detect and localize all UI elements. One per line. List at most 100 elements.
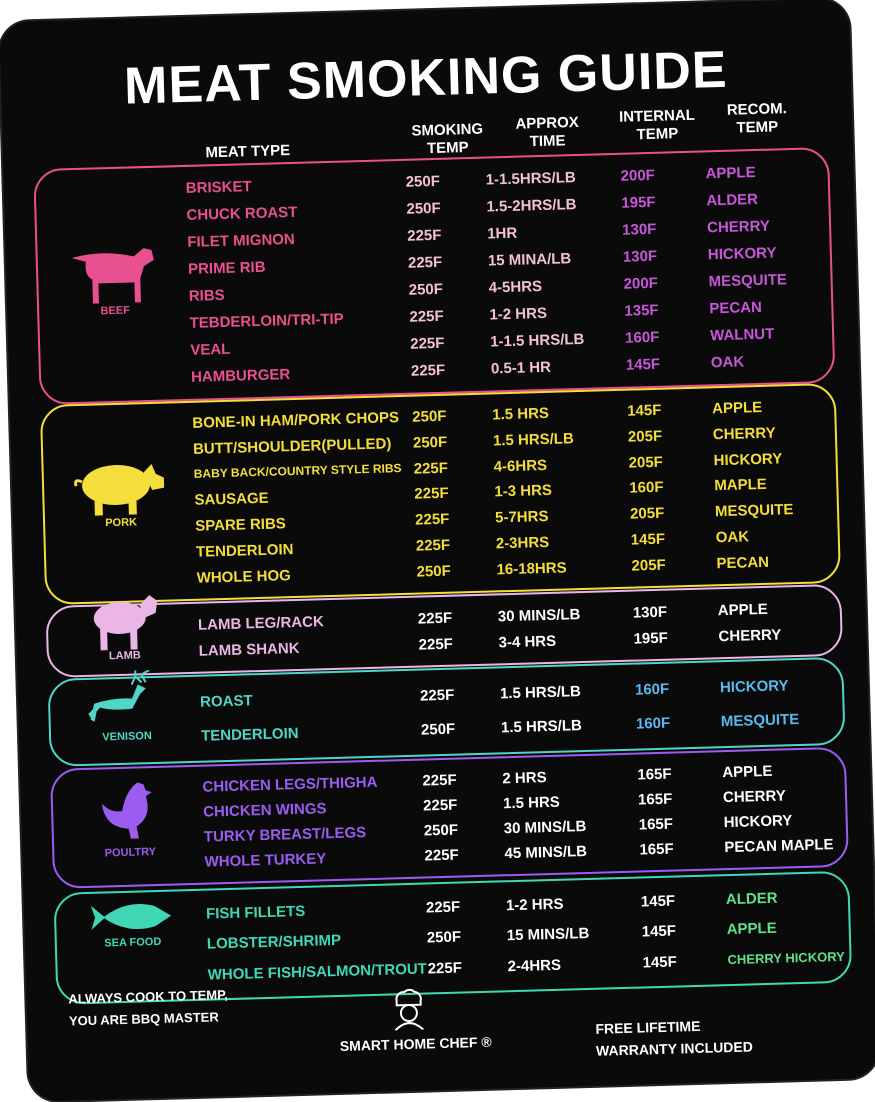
cell-smoking-temp: 250F bbox=[412, 408, 447, 427]
cell-internal-temp: 200F bbox=[620, 166, 656, 185]
cell-wood: CHERRY bbox=[706, 217, 771, 237]
pig-icon bbox=[69, 451, 171, 518]
section-label: VENISON bbox=[102, 730, 153, 744]
cell-internal-temp: 195F bbox=[633, 629, 668, 648]
animal-badge: PORK bbox=[69, 451, 171, 530]
cell-approx-time: 15 MINA/LB bbox=[487, 250, 572, 270]
animal-badge: VENISON bbox=[75, 669, 177, 744]
cell-approx-time: 15 MINS/LB bbox=[506, 925, 590, 945]
cell-internal-temp: 160F bbox=[634, 680, 670, 699]
cell-smoking-temp: 250F bbox=[426, 929, 462, 947]
table-row: TENDERLOIN 250F 1.5 HRS/LB 160F MESQUITE bbox=[201, 709, 843, 745]
table-row: LOBSTER/SHRIMP 250F 15 MINS/LB 145F APPLE bbox=[207, 918, 849, 953]
cell-internal-temp: 145F bbox=[641, 923, 677, 941]
cow-icon bbox=[63, 234, 165, 307]
cell-wood: HICKORY bbox=[723, 812, 793, 832]
animal-badge: SEA FOOD bbox=[82, 895, 183, 950]
cell-wood: APPLE bbox=[705, 164, 756, 183]
cell-smoking-temp: 225F bbox=[422, 771, 457, 790]
cell-wood: APPLE bbox=[717, 600, 769, 619]
cell-meat-type: PRIME RIB bbox=[187, 258, 266, 278]
cell-meat-type: WHOLE HOG bbox=[196, 566, 292, 587]
cell-meat-type: CHICKEN WINGS bbox=[202, 800, 327, 821]
cell-internal-temp: 145F bbox=[626, 402, 662, 421]
rows: BONE-IN HAM/PORK CHOPS 250F 1.5 HRS 145F APP… bbox=[192, 385, 839, 599]
cell-internal-temp: 130F bbox=[632, 603, 668, 622]
cell-meat-type: BABY BACK/COUNTRY STYLE RIBS bbox=[193, 460, 402, 481]
cell-wood: CHERRY bbox=[718, 625, 782, 645]
cell-wood: ALDER bbox=[725, 889, 778, 908]
cell-internal-temp: 160F bbox=[629, 479, 664, 498]
cell-smoking-temp: 225F bbox=[413, 459, 449, 478]
cell-approx-time: 1HR bbox=[486, 224, 518, 243]
cell-wood: CHERRY HICKORY bbox=[727, 948, 845, 968]
table-row: ROAST 225F 1.5 HRS/LB 160F HICKORY bbox=[200, 675, 842, 710]
cell-meat-type: BRISKET bbox=[185, 178, 252, 197]
sections: BEEF BRISKET 250F 1-1.5HRS/LB 200F APPLE CHUCK… bbox=[0, 0, 853, 1005]
cell-internal-temp: 195F bbox=[621, 193, 656, 212]
cell-wood: MAPLE bbox=[714, 476, 768, 495]
cell-smoking-temp: 250F bbox=[412, 433, 448, 452]
cell-internal-temp: 205F bbox=[631, 556, 666, 575]
cell-wood: APPLE bbox=[722, 762, 773, 782]
rows: ROAST 225F 1.5 HRS/LB 160F HICKORY TENDERLOIN… bbox=[199, 659, 843, 761]
cell-meat-type: TENDERLOIN bbox=[195, 540, 294, 561]
cell-approx-time: 2-4HRS bbox=[507, 956, 562, 976]
cell-wood: HICKORY bbox=[713, 450, 783, 470]
table-row: FISH FILLETS 225F 1-2 HRS 145F ALDER bbox=[206, 888, 848, 923]
cell-smoking-temp: 225F bbox=[417, 609, 453, 628]
cell-approx-time: 1.5 HRS bbox=[502, 793, 561, 813]
cell-wood: ALDER bbox=[706, 190, 759, 210]
cell-wood: HICKORY bbox=[707, 244, 777, 264]
cell-internal-temp: 205F bbox=[629, 504, 665, 523]
cell-wood: CHERRY bbox=[722, 787, 787, 807]
section-sea-food: SEA FOOD FISH FILLETS 225F 1-2 HRS 145F ALDER… bbox=[53, 870, 853, 1005]
cell-approx-time: 1-2 HRS bbox=[505, 895, 564, 915]
cell-meat-type: CHICKEN LEGS/THIGHA bbox=[202, 773, 378, 796]
chef-icon bbox=[386, 985, 431, 1035]
cell-meat-type: FILET MIGNON bbox=[187, 230, 296, 251]
cell-internal-temp: 145F bbox=[642, 953, 678, 972]
cell-wood: PECAN bbox=[716, 553, 770, 572]
animal-badge: BEEF bbox=[63, 234, 165, 319]
cell-internal-temp: 135F bbox=[624, 301, 659, 320]
table-row: WHOLE FISH/SALMON/TROUT 225F 2-4HRS 145F CHE… bbox=[208, 949, 850, 984]
cell-approx-time: 1.5 HRS/LB bbox=[500, 716, 583, 736]
cell-meat-type: LAMB SHANK bbox=[198, 639, 300, 660]
section-venison: VENISON ROAST 225F 1.5 HRS/LB 160F HICKORY TEN… bbox=[47, 656, 846, 767]
cell-meat-type: HAMBURGER bbox=[190, 366, 291, 386]
cell-meat-type: SAUSAGE bbox=[194, 490, 269, 510]
cell-wood: MESQUITE bbox=[720, 710, 800, 730]
cell-meat-type: WHOLE FISH/SALMON/TROUT bbox=[207, 960, 428, 984]
cell-approx-time: 1.5 HRS/LB bbox=[492, 430, 575, 450]
section-label: SEA FOOD bbox=[104, 935, 162, 950]
section-beef: BEEF BRISKET 250F 1-1.5HRS/LB 200F APPLE CHUCK… bbox=[33, 146, 836, 406]
cell-wood: HICKORY bbox=[719, 676, 789, 696]
cell-wood: PECAN bbox=[709, 298, 763, 318]
cell-approx-time: 1-1.5HRS/LB bbox=[485, 169, 576, 189]
cell-smoking-temp: 225F bbox=[419, 686, 455, 705]
cell-wood: MESQUITE bbox=[714, 501, 794, 521]
header-recom-temp: RECOM. TEMP bbox=[726, 100, 788, 137]
cell-wood: OAK bbox=[715, 528, 750, 547]
cell-internal-temp: 160F bbox=[624, 328, 660, 347]
cell-meat-type: FISH FILLETS bbox=[205, 902, 306, 923]
cell-smoking-temp: 225F bbox=[407, 253, 443, 272]
deer-icon bbox=[75, 669, 177, 732]
cell-meat-type: LAMB LEG/RACK bbox=[197, 612, 325, 634]
cell-meat-type: LOBSTER/SHRIMP bbox=[206, 932, 342, 954]
section-label: POULTRY bbox=[104, 846, 157, 860]
cell-approx-time: 2-3HRS bbox=[495, 533, 550, 553]
cell-wood: WALNUT bbox=[709, 325, 775, 345]
cell-internal-temp: 130F bbox=[621, 220, 657, 239]
footer-tagline: ALWAYS COOK TO TEMP, YOU ARE BBQ MASTER bbox=[68, 987, 228, 1029]
chicken-icon bbox=[78, 775, 180, 848]
cell-approx-time: 1-1.5 HRS/LB bbox=[489, 330, 585, 351]
cell-meat-type: VEAL bbox=[190, 340, 231, 359]
section-poultry: POULTRY CHICKEN LEGS/THIGHA 225F 2 HRS 165F A… bbox=[49, 746, 850, 889]
cell-internal-temp: 205F bbox=[627, 427, 663, 446]
cell-smoking-temp: 225F bbox=[422, 796, 458, 815]
animal-badge: POULTRY bbox=[78, 775, 180, 860]
cell-meat-type: WHOLE TURKEY bbox=[204, 850, 327, 871]
cell-internal-temp: 200F bbox=[623, 274, 659, 293]
